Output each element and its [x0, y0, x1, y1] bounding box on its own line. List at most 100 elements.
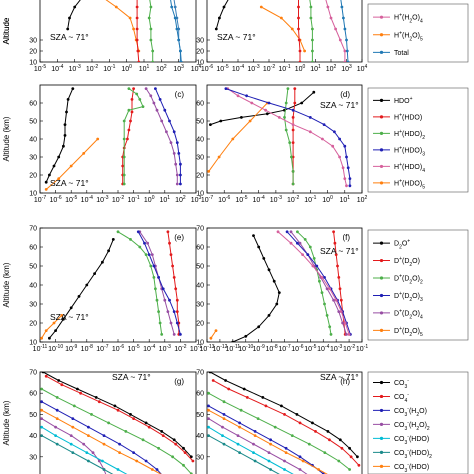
- data-point: [275, 302, 279, 306]
- data-point: [311, 27, 314, 31]
- data-point: [175, 182, 179, 186]
- data-point: [71, 425, 75, 429]
- data-point: [283, 413, 286, 416]
- data-point: [262, 257, 266, 260]
- data-point: [323, 302, 326, 306]
- data-point: [245, 396, 249, 399]
- series-line-4: [290, 231, 347, 335]
- legend-marker: [379, 148, 384, 152]
- y-tick-label: 60: [29, 101, 37, 108]
- legend-label: D+(D2O): [394, 256, 420, 268]
- legend-box: [367, 87, 469, 193]
- data-point: [209, 123, 212, 126]
- data-point: [121, 164, 125, 168]
- data-point: [308, 116, 312, 119]
- data-point: [55, 442, 59, 446]
- data-point: [253, 434, 257, 437]
- x-tick-label: 10-5: [304, 344, 316, 353]
- panel-d: 10-7 10-6 10-5 10-4 10-3 10-2 10-1 100 101 102 10 2…: [196, 84, 368, 204]
- x-tick-label: 102: [357, 195, 368, 204]
- data-point: [291, 108, 295, 112]
- y-tick-label: 40: [196, 433, 204, 440]
- data-point: [334, 27, 337, 31]
- x-tick-label: 10-6: [201, 64, 213, 73]
- data-point: [147, 16, 151, 20]
- data-point: [221, 434, 224, 437]
- data-point: [296, 241, 299, 245]
- data-point: [149, 264, 153, 268]
- data-point: [171, 264, 175, 268]
- x-tick-label: 103: [341, 64, 352, 73]
- data-point: [267, 451, 271, 454]
- y-tick-label: 30: [29, 302, 37, 309]
- x-tick-label: 10-6: [291, 344, 303, 353]
- x-tick-label: 10-11: [33, 344, 48, 353]
- y-tick-label: 30: [29, 38, 37, 45]
- data-point: [345, 49, 349, 53]
- data-point: [311, 60, 314, 62]
- data-point: [264, 108, 267, 112]
- data-point: [329, 333, 333, 336]
- data-point: [102, 434, 106, 437]
- data-point: [295, 413, 299, 416]
- plot-frame: [206, 371, 363, 474]
- y-tick-label: 50: [29, 412, 37, 419]
- y-tick-label: 60: [196, 101, 204, 108]
- data-point: [126, 137, 129, 141]
- legend-marker: [379, 164, 384, 169]
- data-point: [179, 173, 182, 177]
- data-point: [44, 329, 48, 332]
- plot-frame: [206, 0, 363, 63]
- plot-frame: [39, 84, 197, 194]
- data-point: [101, 459, 104, 463]
- data-point: [97, 459, 101, 463]
- data-point: [343, 49, 347, 53]
- data-point: [291, 128, 295, 132]
- data-point: [132, 417, 136, 420]
- y-tick-label: 60: [29, 391, 37, 398]
- legend-label: Total: [394, 50, 409, 57]
- data-point: [291, 116, 295, 119]
- x-tick-label: 10-3: [159, 344, 171, 353]
- data-point: [338, 287, 342, 291]
- x-tick-label: 10-4: [81, 195, 93, 204]
- legend-marker: [379, 394, 384, 399]
- data-point: [332, 298, 335, 302]
- y-axis-label: Altitude (km): [2, 262, 11, 307]
- sza-annotation: SZA ~ 71°: [50, 178, 89, 188]
- data-point: [207, 170, 211, 173]
- panel-tag: (g): [174, 377, 184, 386]
- series-line-5: [340, 0, 349, 62]
- series-line-6: [208, 426, 294, 474]
- data-point: [338, 137, 341, 141]
- data-point: [308, 245, 312, 249]
- legend-marker: [379, 98, 384, 102]
- data-point: [207, 425, 210, 429]
- data-point: [222, 5, 226, 9]
- legend-label: H+(HDO)3: [394, 145, 425, 157]
- data-point: [129, 413, 132, 416]
- data-point: [82, 152, 86, 155]
- data-point: [224, 87, 228, 90]
- data-point: [311, 49, 314, 53]
- data-point: [288, 141, 292, 145]
- data-point: [144, 459, 148, 463]
- data-point: [222, 400, 226, 404]
- data-point: [221, 425, 224, 429]
- data-point: [116, 468, 120, 471]
- x-tick-label: 103: [191, 195, 202, 204]
- x-tick-label: 10-4: [253, 195, 265, 204]
- data-point: [338, 438, 342, 442]
- data-point: [165, 130, 168, 134]
- x-tick-label: 100: [121, 64, 132, 73]
- data-point: [315, 264, 319, 268]
- data-point: [311, 264, 315, 268]
- data-point: [219, 119, 223, 123]
- data-point: [163, 298, 167, 302]
- data-point: [154, 287, 157, 291]
- data-point: [82, 442, 86, 446]
- series-line-2: [298, 0, 301, 62]
- data-point: [222, 417, 226, 420]
- series-line-0: [232, 235, 280, 342]
- data-point: [277, 116, 281, 119]
